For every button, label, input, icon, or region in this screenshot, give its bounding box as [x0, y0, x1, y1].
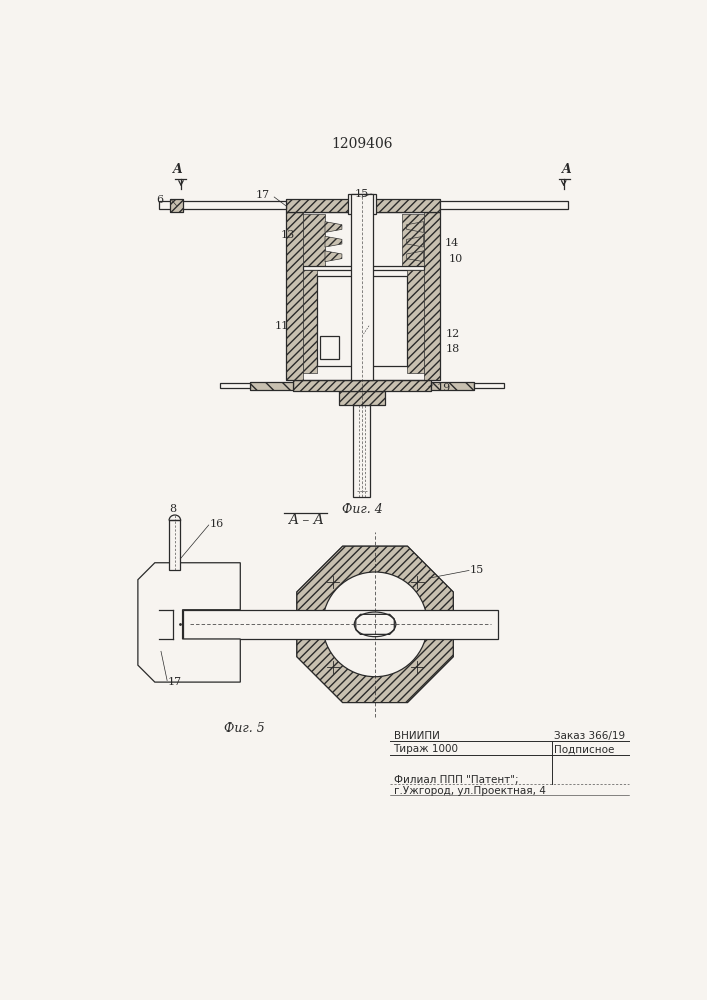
Text: 17: 17 [256, 190, 270, 200]
Text: 18: 18 [446, 344, 460, 354]
Polygon shape [407, 236, 423, 247]
Text: Фиг. 4: Фиг. 4 [341, 503, 382, 516]
Text: 10: 10 [448, 254, 462, 264]
Polygon shape [325, 251, 342, 262]
Bar [431, 382, 474, 389]
Bar [286, 199, 440, 212]
Bar [286, 199, 440, 212]
Bar [170, 199, 182, 212]
Polygon shape [138, 563, 240, 682]
Bar [286, 212, 440, 380]
Text: A: A [173, 163, 183, 176]
Bar [250, 382, 293, 389]
Bar [170, 199, 182, 212]
Bar [339, 391, 385, 405]
Bar [320, 336, 339, 359]
Text: ВНИИПИ: ВНИИПИ [394, 731, 439, 741]
Bar [354, 405, 370, 497]
Polygon shape [325, 236, 342, 247]
Bar [293, 380, 431, 391]
Bar [348, 194, 376, 214]
Text: Заказ 366/19: Заказ 366/19 [554, 731, 625, 741]
Bar [351, 194, 373, 380]
Bar [286, 212, 303, 380]
Bar [303, 214, 325, 266]
Polygon shape [297, 546, 453, 703]
Text: Тираж 1000: Тираж 1000 [394, 744, 459, 754]
Bar [317, 276, 407, 366]
Polygon shape [407, 251, 423, 262]
Bar [423, 212, 440, 380]
Bar [170, 520, 180, 570]
Bar [474, 383, 504, 388]
Bar [303, 266, 423, 270]
Bar [407, 270, 423, 373]
Text: Филиал ППП "Патент";: Филиал ППП "Патент"; [394, 775, 518, 785]
Text: 6: 6 [156, 195, 163, 205]
Bar [160, 201, 286, 209]
Text: 16: 16 [209, 519, 223, 529]
Bar [339, 391, 385, 405]
Text: Подписное: Подписное [554, 744, 614, 754]
Text: 8: 8 [170, 504, 177, 514]
Text: 15: 15 [354, 189, 368, 199]
Bar [219, 383, 250, 388]
Text: 14: 14 [444, 238, 459, 248]
Text: A: A [562, 163, 572, 176]
Text: 11: 11 [275, 321, 289, 331]
Bar [402, 214, 423, 266]
Text: 12: 12 [446, 329, 460, 339]
Text: A – A: A – A [288, 513, 324, 527]
Polygon shape [356, 614, 395, 634]
Text: 17: 17 [167, 677, 181, 687]
Text: 1209406: 1209406 [331, 137, 392, 151]
Text: г.Ужгород, ул.Проектная, 4: г.Ужгород, ул.Проектная, 4 [394, 786, 545, 796]
Polygon shape [407, 222, 423, 232]
Bar [440, 201, 568, 209]
Bar [293, 380, 431, 391]
Text: Фиг. 5: Фиг. 5 [224, 722, 264, 735]
Bar [303, 270, 317, 373]
Bar [250, 382, 293, 389]
Text: 13: 13 [281, 231, 295, 240]
Text: 15: 15 [469, 565, 484, 575]
Bar [431, 382, 474, 389]
Bar [182, 610, 498, 639]
Text: 19: 19 [437, 383, 451, 393]
Circle shape [322, 572, 428, 677]
Polygon shape [325, 222, 342, 232]
